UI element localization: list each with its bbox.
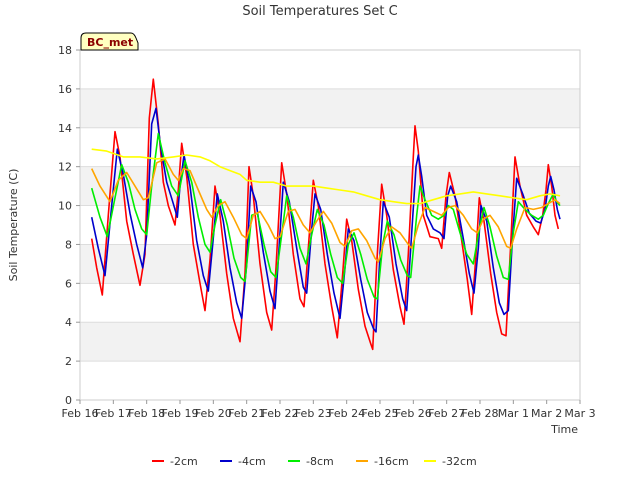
x-tick-label: Feb 17 — [95, 407, 132, 420]
background-band — [80, 322, 580, 362]
x-tick-label: Mar 3 — [564, 407, 595, 420]
x-axis-label: Time — [550, 423, 578, 436]
legend-item: -8cm — [288, 455, 334, 468]
legend-label: -32cm — [442, 455, 477, 468]
y-tick-label: 12 — [58, 161, 72, 174]
background-band — [80, 88, 580, 128]
x-tick-label: Feb 22 — [262, 407, 299, 420]
y-tick-label: 6 — [65, 277, 72, 290]
x-tick-label: Feb 26 — [395, 407, 432, 420]
x-tick-label: Feb 19 — [162, 407, 199, 420]
x-tick-label: Feb 18 — [128, 407, 165, 420]
station-badge: BC_met — [80, 32, 139, 51]
y-tick-label: 4 — [65, 316, 72, 329]
chart-title: Soil Temperatures Set C — [242, 4, 397, 19]
x-tick-label: Mar 2 — [531, 407, 562, 420]
x-tick-label: Feb 16 — [62, 407, 99, 420]
plot-frame — [79, 49, 581, 401]
x-tick-label: Feb 21 — [228, 407, 265, 420]
y-tick-label: 18 — [58, 44, 72, 57]
series-line-16cmcm — [90, 158, 561, 263]
y-tick-label: 8 — [65, 238, 72, 251]
x-tick-label: Mar 1 — [498, 407, 529, 420]
x-tick-label: Feb 25 — [362, 407, 399, 420]
y-tick-label: 10 — [58, 200, 72, 213]
legend: -2cm -4cm -8cm -16cm -32cm — [152, 455, 477, 468]
y-tick-label: 0 — [65, 394, 72, 407]
legend-label: -8cm — [306, 455, 334, 468]
legend-label: -16cm — [374, 455, 409, 468]
series-line-4cmcm — [90, 107, 561, 333]
data-series — [90, 78, 561, 351]
x-tick-label: Feb 23 — [295, 407, 332, 420]
station-badge-label: BC_met — [87, 36, 133, 49]
y-axis-label: Soil Temperature (C) — [7, 169, 20, 282]
legend-item: -4cm — [220, 455, 266, 468]
series-line-32cmcm — [91, 148, 561, 205]
legend-item: -16cm — [356, 455, 409, 468]
legend-item: -32cm — [424, 455, 477, 468]
legend-item: -2cm — [152, 455, 198, 468]
y-tick-label: 16 — [58, 83, 72, 96]
series-line-2cmcm — [90, 78, 560, 351]
y-axis-ticks: 0 2 4 6 8 10 12 14 16 18 — [58, 44, 80, 407]
x-tick-label: Feb 28 — [462, 407, 499, 420]
series-line-8cmcm — [90, 132, 561, 300]
legend-label: -2cm — [170, 455, 198, 468]
legend-label: -4cm — [238, 455, 266, 468]
x-tick-label: Feb 27 — [428, 407, 465, 420]
y-tick-label: 14 — [58, 122, 72, 135]
station-badge-shape — [80, 32, 139, 51]
plot-background-bands — [80, 88, 580, 362]
x-tick-label: Feb 20 — [195, 407, 232, 420]
y-tick-label: 2 — [65, 355, 72, 368]
x-tick-label: Feb 24 — [328, 407, 365, 420]
